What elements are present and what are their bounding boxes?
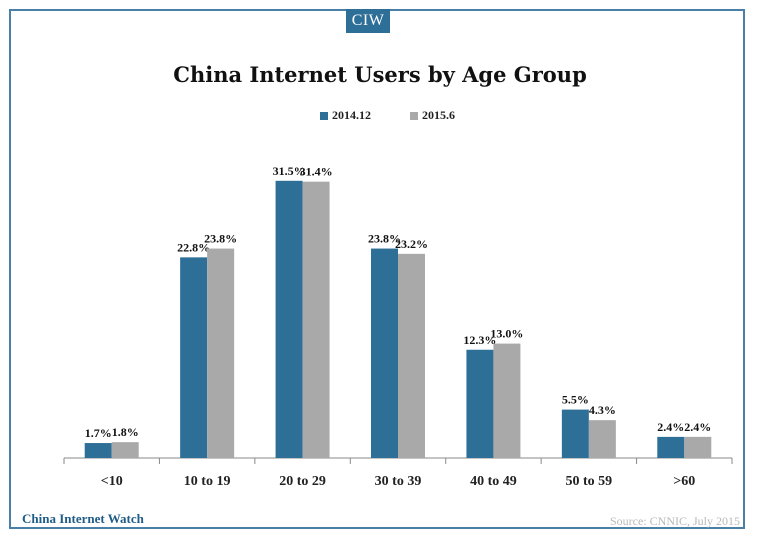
data-label: 23.2% [395,237,428,251]
legend-label-series-2: 2015.6 [422,108,455,122]
bar-series-2 [684,436,712,458]
data-label: 13.0% [490,327,523,341]
bar-series-1 [466,349,494,458]
data-label: 1.7% [85,426,112,440]
data-label: 2.4% [657,420,684,434]
bar-series-2 [398,253,425,458]
x-tick-label: 10 to 19 [184,474,231,489]
bar-series-1 [371,248,398,458]
legend-swatch-series-1 [320,111,328,120]
ciw-logo: CIW [346,9,390,33]
x-tick-label: 30 to 39 [375,474,422,489]
bar-series-1 [84,443,112,458]
footer-brand: China Internet Watch [22,511,144,526]
x-tick-label: 40 to 49 [470,474,517,489]
bar-series-1 [275,180,303,459]
data-label: 5.5% [562,393,589,407]
legend-item-series-2: 2015.6 [410,108,455,123]
legend-swatch-series-2 [410,111,418,120]
bar-series-2 [302,181,330,458]
chart-title: China Internet Users by Age Group [173,62,587,87]
bar-series-2 [588,420,616,458]
x-tick-label: 50 to 59 [566,474,613,489]
data-label: 23.8% [204,232,237,246]
bar-series-2 [111,442,139,458]
legend-label-series-1: 2014.12 [332,108,371,122]
data-label: 12.3% [463,333,496,347]
x-tick-label: 20 to 29 [279,474,326,489]
x-tick-label: >60 [673,474,695,489]
data-label: 22.8% [177,240,210,254]
x-tick-label: <10 [101,474,123,489]
data-label: 31.5% [273,164,306,178]
data-label: 31.4% [300,165,333,179]
data-label: 1.8% [112,425,139,439]
data-label: 23.8% [368,232,401,246]
bar-series-1 [657,436,685,458]
source-note: Source: CNNIC, July 2015 [610,514,740,528]
legend-item-series-1: 2014.12 [320,108,371,123]
bar-series-2 [493,343,521,458]
bar-series-2 [207,248,235,458]
bar-series-1 [180,257,208,458]
data-label: 4.3% [589,403,616,417]
bar-series-1 [561,409,589,458]
data-label: 2.4% [684,420,711,434]
